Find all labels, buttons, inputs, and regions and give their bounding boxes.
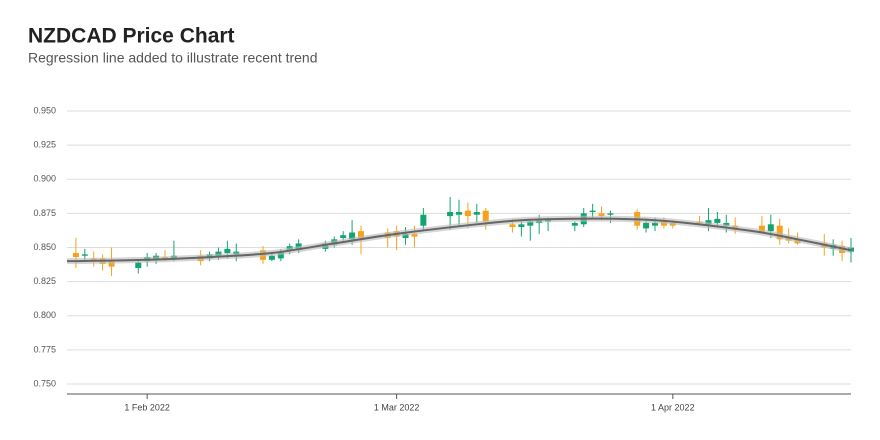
candle-body [447,212,454,217]
candle-body [340,235,347,238]
candle-body [607,213,614,215]
trend-band [66,215,852,265]
candle-body [509,224,516,228]
candle-body [571,222,578,226]
chart-title: NZDCAD Price Chart [28,25,235,48]
candle-body [767,224,774,232]
candle-body [72,252,79,258]
y-tick-label: 0.825 [33,276,56,286]
y-tick-label: 0.950 [33,105,56,115]
candle-body [518,224,525,228]
candle-body [705,220,712,225]
candle-body [135,262,142,268]
candle-body [277,251,284,259]
candle-body [224,248,231,253]
y-tick-label: 0.875 [33,208,56,218]
candle-body [420,214,427,226]
candle-body [81,254,88,256]
candle-body [714,218,721,223]
candle-body [402,233,409,238]
candle-body [464,210,471,217]
candle-body [482,210,489,222]
x-tick-label: 1 Mar 2022 [374,402,420,412]
y-tick-label: 0.925 [33,140,56,150]
candle-body [643,222,650,229]
candle-body [358,231,364,238]
x-tick-label: 1 Feb 2022 [124,402,170,412]
candle-body [723,222,730,226]
candle-body [268,255,275,260]
y-tick-label: 0.850 [33,242,56,252]
y-tick-label: 0.775 [33,344,56,354]
y-tick-label: 0.900 [33,174,56,184]
candle-body [527,221,534,226]
x-tick-label: 1 Apr 2022 [651,402,695,412]
y-tick-label: 0.750 [33,378,56,388]
candle-body [776,225,783,240]
candle-body [598,213,605,217]
chart-subtitle: Regression line added to illustrate rece… [28,50,318,66]
candle-body [652,222,658,226]
candle-body [473,212,480,215]
candle-body [411,233,418,237]
candle-body [349,232,356,240]
candle-body [758,225,765,233]
y-tick-label: 0.800 [33,310,56,320]
trend-line [66,217,852,263]
candle-body [456,212,462,215]
candle-body [589,210,596,213]
